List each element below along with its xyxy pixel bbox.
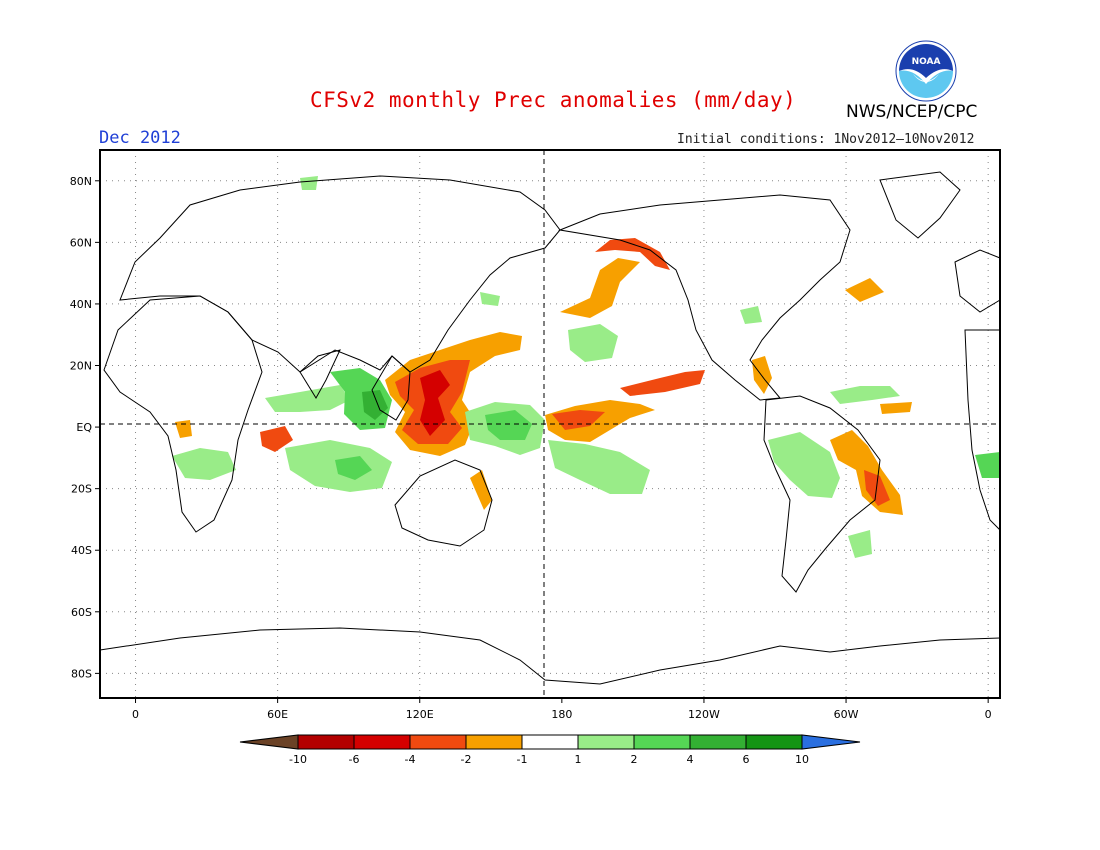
legend-label: -1	[517, 753, 528, 766]
north-america-outline	[558, 194, 851, 401]
axis-labels: 80N 60N 40N 20N EQ 20S 40S 60S 80S 0 60E 120E 180 120…	[70, 175, 992, 721]
lat-label: 20N	[70, 360, 92, 373]
legend-label: 10	[795, 753, 809, 766]
dry-patch-north-atlantic	[845, 278, 884, 302]
lon-label: 0	[985, 708, 992, 721]
logo-text: NOAA	[912, 57, 941, 67]
legend-swatch	[297, 734, 355, 750]
lat-label: 40S	[71, 544, 92, 557]
legend-label: 1	[575, 753, 582, 766]
legend-swatch	[633, 734, 691, 750]
wet-patch-gulf	[740, 306, 762, 324]
coastlines	[99, 171, 1001, 685]
wet-patch-amazon	[768, 432, 840, 498]
lat-label: 80N	[70, 175, 92, 188]
chart-title: CFSv2 monthly Prec anomalies (mm/day)	[310, 88, 797, 112]
wet-patch-south-atlantic	[848, 530, 872, 558]
lon-label: 180	[551, 708, 572, 721]
lon-label: 60E	[267, 708, 288, 721]
india-outline	[299, 349, 341, 399]
legend-swatch	[577, 734, 635, 750]
dry-patch-indian-ocean	[260, 426, 293, 452]
lat-label: 60N	[70, 236, 92, 249]
australia-outline	[394, 459, 493, 547]
dry-patch-australia-east	[470, 470, 492, 510]
legend-label: 4	[687, 753, 694, 766]
lon-label: 60W	[834, 708, 859, 721]
lat-label: EQ	[76, 421, 92, 434]
noaa-logo: NOAA	[895, 40, 957, 102]
lat-label: 20S	[71, 483, 92, 496]
legend-label: -10	[289, 753, 307, 766]
lon-label: 120E	[406, 708, 434, 721]
dry-patch-atlantic	[880, 402, 912, 414]
dry-patch-africa-east	[175, 420, 192, 438]
initial-conditions-label: Initial conditions: 1Nov2012–10Nov2012	[677, 132, 975, 147]
dry-center-maritime-continent	[420, 370, 450, 436]
wet-core-west-pacific	[485, 410, 532, 440]
dry-patch-alaska	[595, 238, 670, 270]
wet-patch-africa	[172, 448, 236, 480]
eurasia-outline	[119, 175, 561, 373]
southeast-asia-outline	[371, 355, 411, 421]
dry-patch-caribbean	[752, 356, 772, 394]
legend-arrow-low	[239, 734, 299, 750]
dry-core-central-pacific	[552, 410, 605, 430]
south-america-outline	[763, 395, 881, 593]
lat-label: 60S	[71, 606, 92, 619]
map-border	[99, 149, 1001, 699]
wet-patch-north-pacific-small	[480, 292, 500, 306]
wet-core-south-indian	[335, 456, 372, 480]
wet-patch-spcz	[548, 440, 650, 494]
wet-core-bay-of-bengal	[362, 390, 388, 420]
legend-label: 2	[631, 753, 638, 766]
legend-swatch	[745, 734, 803, 750]
dry-patch-north-pacific	[560, 258, 640, 318]
legend-swatch	[409, 734, 467, 750]
legend-label: 6	[743, 753, 750, 766]
legend-swatch	[353, 734, 411, 750]
greenland-outline	[879, 171, 961, 239]
legend-label: -4	[405, 753, 416, 766]
legend-label: -2	[461, 753, 472, 766]
wet-patch-north-pacific	[568, 324, 618, 362]
legend-arrow-high	[801, 734, 861, 750]
wet-patch-arctic	[300, 176, 318, 190]
wet-patch-atlantic-itcz	[830, 386, 900, 404]
lon-label: 0	[132, 708, 139, 721]
dry-patch-hawaii-east	[620, 370, 705, 396]
lon-label: 120W	[688, 708, 720, 721]
organization-label: NWS/NCEP/CPC	[846, 102, 978, 122]
wet-patch-africa-east-coast	[975, 452, 1000, 478]
colorbar-legend: -10 -6 -4 -2 -1 1 2 4 6 10	[239, 734, 861, 766]
month-label: Dec 2012	[99, 128, 181, 148]
legend-swatch	[465, 734, 523, 750]
anomaly-patches	[172, 176, 1000, 558]
wet-patch-indian-ocean	[265, 385, 350, 412]
legend-swatch	[689, 734, 747, 750]
dry-patch-central-pacific	[545, 400, 655, 442]
lat-label: 80S	[71, 667, 92, 680]
antarctica-outline	[99, 627, 1001, 685]
legend-swatch	[521, 734, 579, 750]
legend-label: -6	[349, 753, 360, 766]
lat-label: 40N	[70, 298, 92, 311]
